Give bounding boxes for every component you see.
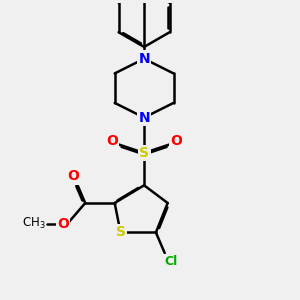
Text: O: O — [171, 134, 182, 148]
Text: CH$_3$: CH$_3$ — [22, 216, 46, 231]
Text: O: O — [57, 217, 69, 231]
Text: S: S — [116, 225, 126, 239]
Text: O: O — [68, 169, 80, 184]
Text: O: O — [106, 134, 118, 148]
Text: N: N — [138, 111, 150, 124]
Text: N: N — [138, 52, 150, 66]
Text: Cl: Cl — [164, 255, 177, 268]
Text: S: S — [139, 146, 149, 160]
